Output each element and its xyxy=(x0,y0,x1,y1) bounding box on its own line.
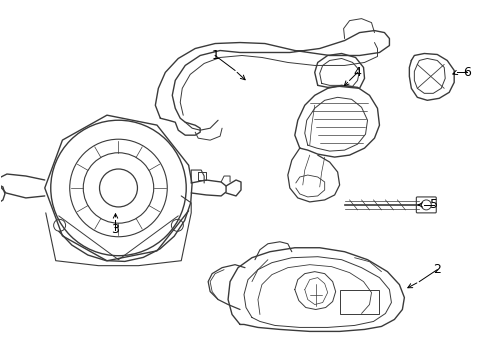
Bar xyxy=(339,289,379,315)
Text: 1: 1 xyxy=(211,49,219,62)
Text: 5: 5 xyxy=(429,198,437,211)
Text: 2: 2 xyxy=(432,263,440,276)
Text: 4: 4 xyxy=(353,66,361,79)
Text: 3: 3 xyxy=(111,223,119,236)
Text: 6: 6 xyxy=(462,66,470,79)
